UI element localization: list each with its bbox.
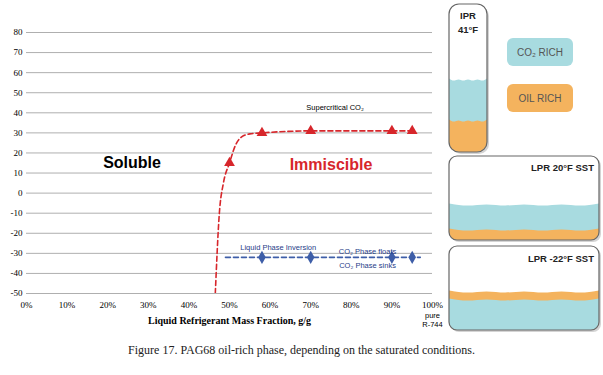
svg-text:60%: 60% bbox=[262, 300, 279, 310]
svg-text:-50: -50 bbox=[11, 288, 23, 298]
svg-text:-10: -10 bbox=[11, 208, 23, 218]
svg-text:40%: 40% bbox=[181, 300, 198, 310]
svg-text:Liquid Refrigerant Mass Fracti: Liquid Refrigerant Mass Fraction, g/g bbox=[148, 315, 311, 326]
svg-text:0%: 0% bbox=[21, 300, 34, 310]
svg-text:CO₂ Phase sinks: CO₂ Phase sinks bbox=[339, 261, 396, 270]
svg-text:IPR41°F: IPR41°F bbox=[458, 10, 478, 35]
svg-text:CO₂ RICH: CO₂ RICH bbox=[517, 47, 563, 58]
svg-text:CO₂ Phase floats: CO₂ Phase floats bbox=[339, 247, 397, 256]
html-text:Figure 17. PAG68 oil-rich phas: Figure 17. PAG68 oil-rich phase, dependi… bbox=[128, 343, 475, 357]
svg-text:-40: -40 bbox=[11, 268, 23, 278]
svg-text:10%: 10% bbox=[59, 300, 76, 310]
svg-text:90%: 90% bbox=[384, 300, 401, 310]
svg-text:0: 0 bbox=[18, 188, 23, 198]
svg-text:Soluble: Soluble bbox=[103, 154, 161, 171]
svg-text:80: 80 bbox=[14, 27, 24, 37]
svg-text:100%: 100% bbox=[422, 300, 444, 310]
svg-text:-30: -30 bbox=[11, 248, 23, 258]
svg-text:Immiscible: Immiscible bbox=[290, 156, 373, 173]
svg-text:20%: 20% bbox=[99, 300, 116, 310]
svg-text:70: 70 bbox=[14, 47, 24, 57]
svg-text:10: 10 bbox=[14, 168, 24, 178]
svg-text:Supercritical CO₂: Supercritical CO₂ bbox=[306, 103, 364, 112]
svg-text:30: 30 bbox=[14, 128, 24, 138]
svg-text:OIL RICH: OIL RICH bbox=[519, 93, 562, 104]
svg-text:80%: 80% bbox=[343, 300, 360, 310]
svg-text:LPR 20°F SST: LPR 20°F SST bbox=[531, 162, 594, 173]
svg-text:pureR-744: pureR-744 bbox=[422, 311, 442, 329]
svg-text:50: 50 bbox=[14, 88, 24, 98]
svg-text:60: 60 bbox=[14, 68, 24, 78]
svg-text:30%: 30% bbox=[140, 300, 157, 310]
svg-text:50%: 50% bbox=[221, 300, 238, 310]
svg-text:70%: 70% bbox=[302, 300, 319, 310]
svg-text:LPR -22°F SST: LPR -22°F SST bbox=[528, 253, 594, 264]
svg-text:-20: -20 bbox=[11, 228, 23, 238]
svg-text:Liquid Phase Inversion: Liquid Phase Inversion bbox=[240, 243, 316, 252]
svg-text:40: 40 bbox=[14, 108, 24, 118]
svg-text:20: 20 bbox=[14, 148, 24, 158]
